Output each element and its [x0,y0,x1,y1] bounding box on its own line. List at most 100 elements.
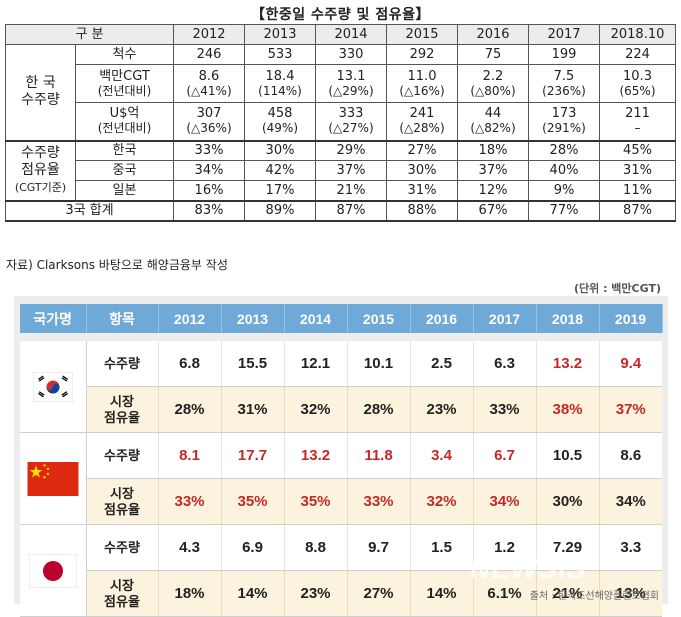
cell: 11.0 (△16%) [386,64,458,103]
cell: 21% [315,180,387,201]
cell: 32% [409,478,473,525]
yoy-change: (△29%) [328,83,374,98]
year-header: 2017 [528,24,600,45]
cell: 173 (291%) [528,102,600,141]
cell: 8.6 [598,432,662,479]
yoy-change: (△16%) [399,83,445,98]
korea-orders-row: 수주량 6.8 15.5 12.1 10.1 2.5 6.3 13.2 9.4 [20,341,662,433]
cell: 37% [598,386,662,433]
row-label: U$억 (전년대비) [75,102,174,141]
cell: 30% [386,160,458,181]
country-header: 국가명 [20,304,87,333]
cell: 34% [173,160,245,181]
cell: 8.8 [283,524,347,571]
cell: 9% [528,180,600,201]
cell: 6.7 [472,432,536,479]
value: 173 [551,106,577,122]
cell: 4.3 [157,524,221,571]
cell: 6.8 [157,341,221,387]
item-label-line: 점유율 [104,501,140,517]
shipbuilding-share-panel: 국가명 항목 2012 2013 2014 2015 2016 2017 201… [14,296,668,617]
cell: 28% [346,386,410,433]
cell: 7.5 (236%) [528,64,600,103]
yoy-change: (△36%) [186,121,232,136]
cell: 28% [157,386,221,433]
cell: 44 (△82%) [457,102,529,141]
cell: 9.4 [598,341,662,387]
year-header: 2015 [347,304,411,333]
china-flag-cell [20,432,87,525]
cell: 330 [315,44,387,65]
cell: 34% [598,478,662,525]
row-label: 중국 [75,160,174,181]
cell: 14% [409,570,473,617]
value: 44 [484,106,502,122]
cell: 27% [346,570,410,617]
item-label-line: 점유율 [104,409,140,425]
cell: 40% [528,160,600,181]
cell: 18% [457,139,529,161]
item-label-line: 시장 [110,485,134,501]
yoy-change: (236%) [542,83,586,98]
item-label-line: 시장 [110,393,134,409]
row-label-line: U$억 [109,106,140,122]
cell: 2.5 [409,341,473,387]
cell: 35% [220,478,284,525]
cell: 13.2 [283,432,347,479]
cell: 45% [599,139,676,161]
china-orders-row: 수주량 8.1 17.7 13.2 11.8 3.4 6.7 10.5 8.6 [20,432,662,525]
cell: 28% [528,139,600,161]
japan-share-row: 시장 점유율 18% 14% 23% 27% 14% 6.1% 21% 13% [20,570,662,617]
top-table-title: 【한중일 수주량 및 점유율】 [251,7,430,23]
cell: 533 [244,44,316,65]
cell: 31% [599,160,676,181]
value: 241 [409,106,435,122]
value: 10.3 [623,68,652,84]
cell: 1.2 [472,524,536,571]
cell: 75 [457,44,529,65]
cell: 37% [457,160,529,181]
share-japan-row: 일본 16% 17% 21% 31% 12% 9% 11% [6,180,676,201]
share-group-label: 수주량 점유율 (CGT기준) [5,139,76,201]
source-credit: 출처 : 한국조선해양플랜트협회 [529,591,659,602]
row-label: 백만CGT (전년대비) [75,64,174,103]
source-note: 자료) Clarksons 바탕으로 해양금융부 작성 [6,258,228,272]
cell: 15.5 [220,341,284,387]
cell: 34% [472,478,536,525]
yoy-change: (65%) [619,83,656,98]
china-share-row: 시장 점유율 33% 35% 35% 33% 32% 34% 30% 34% [20,478,662,525]
cell: 77% [528,199,600,222]
item-label: 시장 점유율 [86,386,158,433]
cell: 16% [173,180,245,201]
group-label-line: 점유율 [21,162,60,178]
cell: 10.3 (65%) [599,64,676,103]
cell: 241 (△28%) [386,102,458,141]
cell: 8.1 [157,432,221,479]
item-header: 항목 [86,304,159,333]
korea-china-japan-orders-table: 구 분 2012 2013 2014 2015 2016 2017 2018.1… [5,24,676,222]
cell: 30% [535,478,599,525]
korea-flag-icon [32,371,73,402]
cell: 6.9 [220,524,284,571]
item-label: 수주량 [86,524,158,571]
cell: 6.3 [472,341,536,387]
cell: 292 [386,44,458,65]
cell: 13.2 [535,341,599,387]
cell: 27% [386,139,458,161]
cell: 21% [535,570,599,617]
cell: 13% [598,570,662,617]
cell: 33% [472,386,536,433]
cell: 67% [457,199,529,222]
cell: 1.5 [409,524,473,571]
yoy-change: (114%) [258,83,302,98]
item-label: 시장 점유율 [86,478,158,525]
cell: 32% [283,386,347,433]
value: 211 [625,106,650,122]
value: 458 [267,106,293,122]
cell: 10.1 [346,341,410,387]
cell: 10.5 [535,432,599,479]
value: 2.2 [482,68,504,84]
year-header: 2015 [386,24,458,45]
item-label: 수주량 [86,432,158,479]
japan-flag-cell [20,524,87,617]
